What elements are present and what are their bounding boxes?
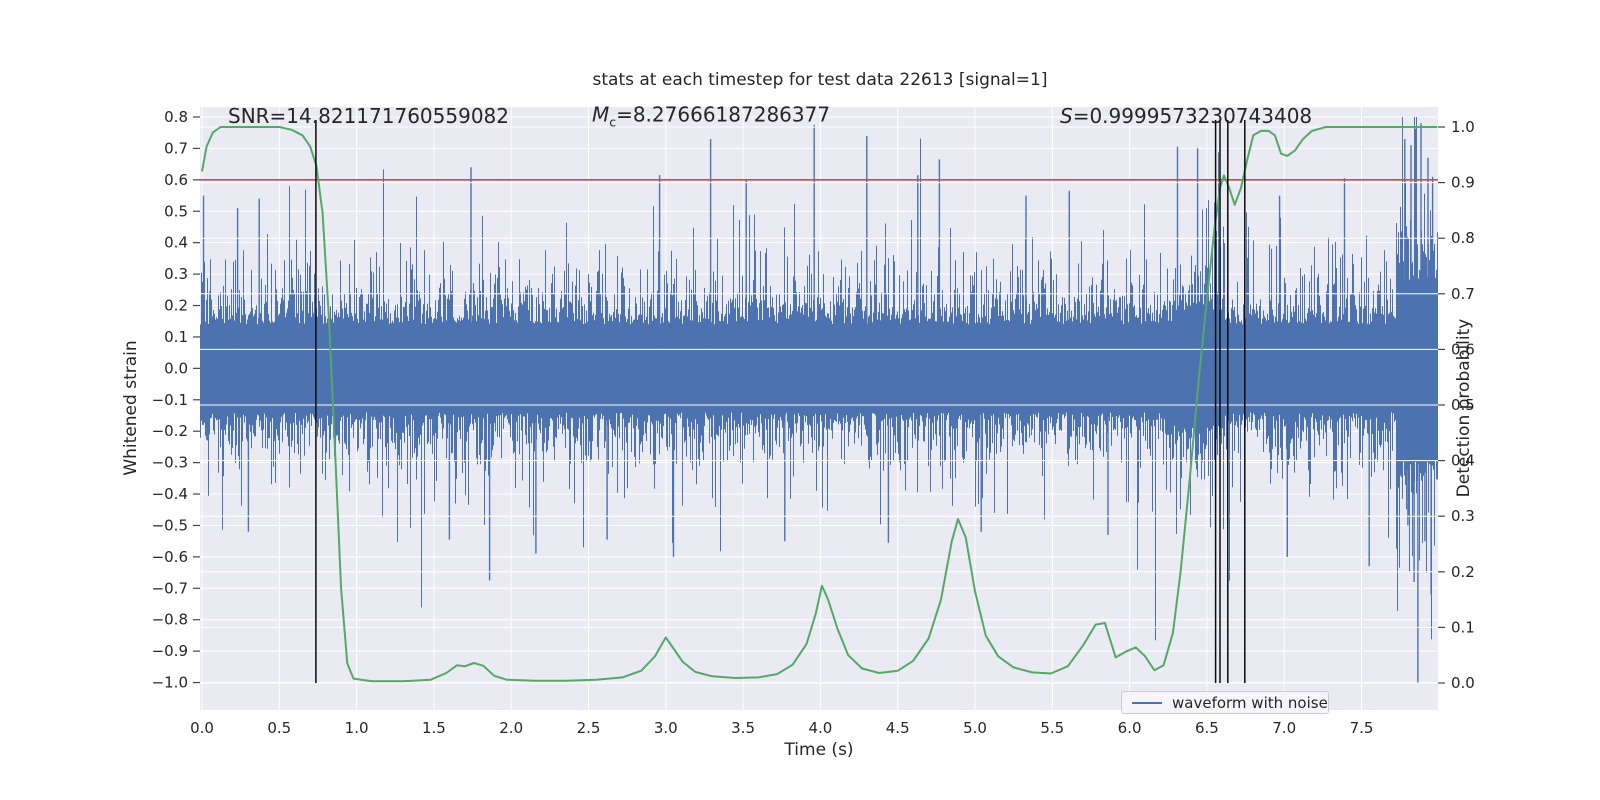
right-y-tick-label: 0.0 [1451, 674, 1475, 692]
right-y-tick-label: 0.2 [1451, 563, 1475, 581]
left-y-tick-label: −0.6 [152, 548, 188, 566]
x-tick-label: 6.5 [1195, 719, 1219, 737]
right-y-tick-label: 0.6 [1451, 340, 1475, 358]
left-y-axis-label: Whitened strain [121, 340, 141, 476]
x-tick-label: 0.0 [190, 719, 214, 737]
left-y-tick-label: 0.0 [164, 359, 188, 377]
snr-annotation-text: SNR=14.821171760559082 [228, 104, 509, 128]
x-tick-label: 2.0 [499, 719, 523, 737]
left-y-tick-label: −0.1 [152, 391, 188, 409]
right-y-tick-label: 0.7 [1451, 285, 1475, 303]
mc-subscript: c [609, 114, 617, 130]
left-y-tick-label: −0.7 [152, 579, 188, 597]
score-annotation: S=0.9999573230743408 [1060, 104, 1312, 128]
x-tick-label: 5.0 [963, 719, 987, 737]
left-y-tick-label: 0.6 [164, 171, 188, 189]
x-tick-label: 1.5 [422, 719, 446, 737]
left-y-tick-label: 0.2 [164, 297, 188, 315]
legend-label: waveform with noise [1172, 693, 1328, 712]
x-tick-label: 7.5 [1350, 719, 1374, 737]
noise-spikes [202, 123, 1434, 683]
x-tick-label: 1.0 [345, 719, 369, 737]
left-y-tick-label: 0.5 [164, 202, 188, 220]
legend-line-swatch [1132, 701, 1162, 704]
right-y-tick-label: 0.5 [1451, 396, 1475, 414]
mc-value: =8.27666187286377 [616, 102, 831, 127]
x-tick-label: 0.5 [267, 719, 291, 737]
right-y-tick-label: 0.1 [1451, 618, 1475, 636]
right-y-tick-label: 0.4 [1451, 452, 1475, 470]
left-y-tick-label: 0.4 [164, 234, 188, 252]
left-y-tick-label: 0.8 [164, 108, 188, 126]
left-y-tick-label: −0.9 [152, 642, 188, 660]
left-y-tick-label: 0.7 [164, 139, 188, 157]
mc-symbol: M [592, 102, 610, 127]
s-value: =0.9999573230743408 [1072, 104, 1313, 128]
chirp-mass-annotation: Mc=8.27666187286377 [592, 103, 830, 130]
left-y-tick-label: −0.5 [152, 516, 188, 534]
x-tick-label: 2.5 [577, 719, 601, 737]
x-axis-label: Time (s) [784, 740, 854, 760]
legend: waveform with noise [1121, 691, 1329, 714]
x-tick-label: 3.0 [654, 719, 678, 737]
x-tick-label: 4.0 [808, 719, 832, 737]
x-tick-label: 4.5 [886, 719, 910, 737]
right-y-tick-label: 1.0 [1451, 118, 1475, 136]
right-y-tick-label: 0.9 [1451, 174, 1475, 192]
x-tick-label: 7.0 [1272, 719, 1296, 737]
left-y-tick-label: −1.0 [152, 674, 188, 692]
left-y-tick-label: −0.8 [152, 611, 188, 629]
snr-annotation: SNR=14.821171760559082 [228, 104, 509, 128]
left-y-tick-label: −0.3 [152, 454, 188, 472]
chart-title: stats at each timestep for test data 226… [592, 70, 1048, 90]
left-y-tick-label: −0.4 [152, 485, 188, 503]
s-symbol: S [1060, 104, 1073, 128]
left-y-tick-label: 0.3 [164, 265, 188, 283]
x-tick-label: 5.5 [1040, 719, 1064, 737]
x-tick-label: 6.0 [1118, 719, 1142, 737]
left-y-tick-label: −0.2 [152, 422, 188, 440]
right-y-tick-label: 0.8 [1451, 229, 1475, 247]
detection-probability-line [201, 126, 1438, 683]
right-y-tick-label: 0.3 [1451, 507, 1475, 525]
right-y-axis-label: Detection probability [1454, 318, 1474, 498]
left-y-tick-label: 0.1 [164, 328, 188, 346]
x-tick-label: 3.5 [731, 719, 755, 737]
